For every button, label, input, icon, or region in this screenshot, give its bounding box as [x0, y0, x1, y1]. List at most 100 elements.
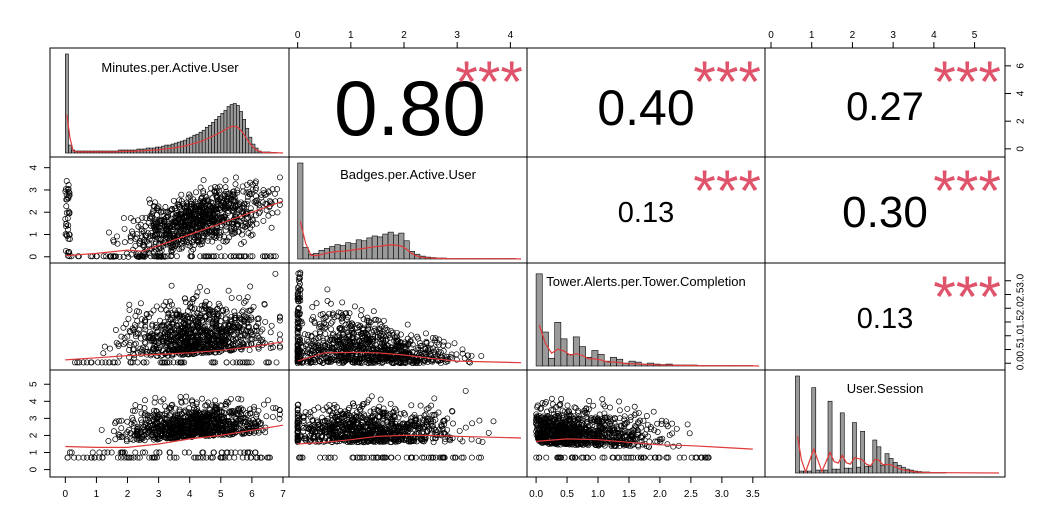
scatter-point	[249, 253, 256, 260]
scatter-point	[222, 238, 229, 245]
scatter-point	[201, 331, 208, 338]
scatter-point	[160, 359, 167, 366]
scatter-point	[143, 345, 149, 352]
scatter-point	[255, 335, 262, 341]
left-axis-badges-tick-label: 3	[29, 187, 40, 193]
scatter-point	[211, 313, 218, 320]
scatter-point	[195, 235, 202, 242]
scatter-point	[110, 428, 117, 435]
scatter-point	[202, 253, 209, 260]
scatter-point	[236, 294, 243, 301]
histogram-bar	[535, 273, 543, 367]
histogram-bar	[848, 467, 853, 474]
histogram-bar	[823, 469, 829, 474]
scatter-point	[247, 253, 254, 260]
scatter-point	[246, 347, 253, 354]
scatter-point	[196, 327, 203, 334]
scatter-point	[206, 311, 212, 318]
scatter-point	[195, 306, 202, 313]
scatter-point	[208, 307, 215, 314]
scatter-point	[196, 327, 203, 333]
scatter-point	[147, 213, 154, 220]
scatter-point	[138, 316, 145, 323]
scatter-point	[220, 307, 227, 314]
scatter-point	[102, 359, 109, 366]
scatter-point	[440, 338, 447, 345]
scatter-point	[157, 317, 163, 324]
scatter-point	[172, 218, 179, 224]
histogram-bar	[572, 336, 580, 367]
histogram-2	[297, 162, 522, 260]
scatter-point	[206, 349, 213, 356]
scatter-point	[166, 359, 173, 366]
scatter-point	[116, 253, 123, 260]
scatter-point	[194, 289, 201, 296]
left-axis-session-tick-label: 2	[29, 432, 40, 438]
scatter-point	[152, 199, 158, 206]
scatter-point	[202, 229, 209, 236]
scatter-point	[204, 288, 211, 295]
scatter-badges-session	[294, 387, 522, 461]
scatter-point	[165, 311, 172, 318]
scatter-point	[173, 207, 180, 214]
scatter-point	[248, 454, 254, 461]
scatter-point	[263, 253, 270, 260]
scatter-point	[238, 332, 244, 339]
scatter-point	[64, 186, 71, 193]
scatter-point	[80, 359, 87, 366]
density-line	[299, 221, 522, 260]
scatter-point	[225, 333, 232, 340]
scatter-point	[224, 195, 231, 202]
scatter-point	[206, 316, 212, 323]
scatter-point	[194, 321, 201, 328]
scatter-point	[158, 235, 165, 242]
scatter-point	[105, 438, 112, 444]
scatter-point	[197, 253, 204, 260]
histogram-bar	[350, 243, 357, 260]
scatter-point	[176, 246, 183, 252]
top-axis-session-tick-label: 2	[850, 30, 856, 41]
histogram-bar	[815, 469, 821, 474]
histogram-bar	[827, 400, 833, 474]
scatter-point	[193, 189, 199, 196]
scatter-point	[157, 253, 164, 260]
scatter-point	[215, 332, 222, 339]
scatter-point	[408, 402, 415, 409]
scatter-point	[451, 340, 458, 347]
scatter-point	[202, 210, 209, 217]
scatter-point	[414, 333, 421, 340]
scatter-point	[188, 212, 195, 219]
scatter-point	[129, 359, 136, 366]
scatter-point	[94, 359, 101, 366]
scatter-point	[181, 215, 188, 221]
scatter-point	[178, 191, 185, 198]
scatter-point	[243, 222, 250, 229]
scatter-point	[223, 188, 230, 195]
scatter-point	[211, 188, 218, 195]
scatter-point	[142, 253, 148, 260]
bottom-axis-minutes-tick-label: 4	[187, 489, 193, 500]
scatter-point	[164, 253, 171, 260]
scatter-point	[126, 354, 133, 361]
histogram-bar	[811, 387, 817, 474]
scatter-point	[184, 314, 191, 321]
scatter-point	[141, 339, 148, 346]
scatter-point	[162, 359, 168, 366]
scatter-point	[242, 298, 249, 305]
scatter-point	[255, 315, 262, 322]
scatter-point	[239, 343, 246, 350]
scatter-point	[174, 326, 181, 333]
scatter-point	[147, 200, 154, 207]
scatter-point	[153, 303, 160, 310]
scatter-point	[218, 449, 225, 456]
variable-label-1: Minutes.per.Active.User	[101, 60, 239, 75]
right-axis-alerts-tick-label: 3.0	[1016, 273, 1027, 287]
scatter-point	[64, 196, 70, 203]
scatter-point	[158, 247, 165, 254]
scatter-point	[169, 321, 176, 328]
scatter-point	[165, 326, 172, 333]
scatter-point	[252, 449, 259, 456]
scatter-point	[140, 359, 147, 366]
scatter-point	[127, 215, 134, 222]
scatter-point	[112, 327, 119, 333]
